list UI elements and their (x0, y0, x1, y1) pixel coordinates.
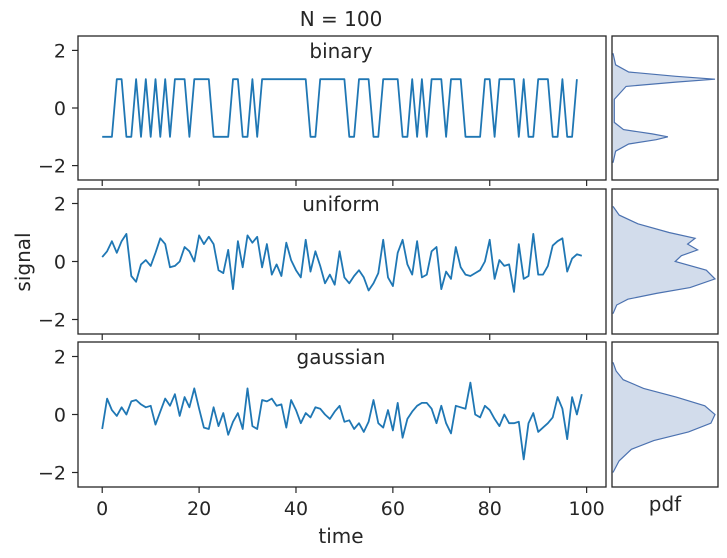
series-line-binary (102, 78, 578, 138)
y-tick-label-gaussian: 0 (54, 405, 66, 427)
y-axis-label: signal (11, 232, 35, 291)
panel-label-uniform: uniform (302, 192, 380, 216)
pdf-frame-binary (611, 35, 719, 181)
y-tick-label-binary: −2 (38, 156, 66, 178)
x-tick-label: 20 (187, 498, 211, 520)
x-axis-label: time (318, 524, 363, 548)
pdf-frame-gaussian (611, 341, 719, 488)
series-line-uniform (101, 232, 583, 293)
panel-label-binary: binary (309, 39, 372, 63)
y-tick-label-uniform: 0 (54, 252, 66, 274)
pdf-fill-gaussian (613, 362, 715, 473)
pdf-curve-gaussian (612, 362, 716, 473)
chart-title: N = 100 (300, 7, 383, 31)
x-tick-label: 100 (568, 498, 604, 520)
y-tick-label-uniform: 2 (54, 194, 66, 216)
pdf-axis-label: pdf (649, 492, 682, 516)
y-tick-label-gaussian: −2 (38, 463, 66, 485)
y-tick-label-binary: 0 (54, 98, 66, 120)
x-tick-label: 60 (381, 498, 405, 520)
series-line-gaussian (101, 381, 583, 461)
pdf-frame-uniform (611, 188, 719, 335)
y-tick-label-uniform: −2 (38, 310, 66, 332)
x-tick-label: 80 (478, 498, 502, 520)
y-tick-label-gaussian: 2 (54, 347, 66, 369)
x-tick-label: 0 (96, 498, 108, 520)
panel-binary: −2 0 2 binary (38, 35, 719, 186)
pdf-fill-binary (613, 53, 715, 163)
y-tick-label-binary: 2 (54, 40, 66, 62)
panel-label-gaussian: gaussian (297, 345, 386, 369)
panel-uniform: −2 0 2 uniform (38, 188, 719, 340)
pdf-curve-uniform (612, 206, 717, 314)
x-tick-label: 40 (284, 498, 308, 520)
pdf-fill-uniform (613, 206, 715, 314)
pdf-curve-binary (612, 53, 716, 163)
